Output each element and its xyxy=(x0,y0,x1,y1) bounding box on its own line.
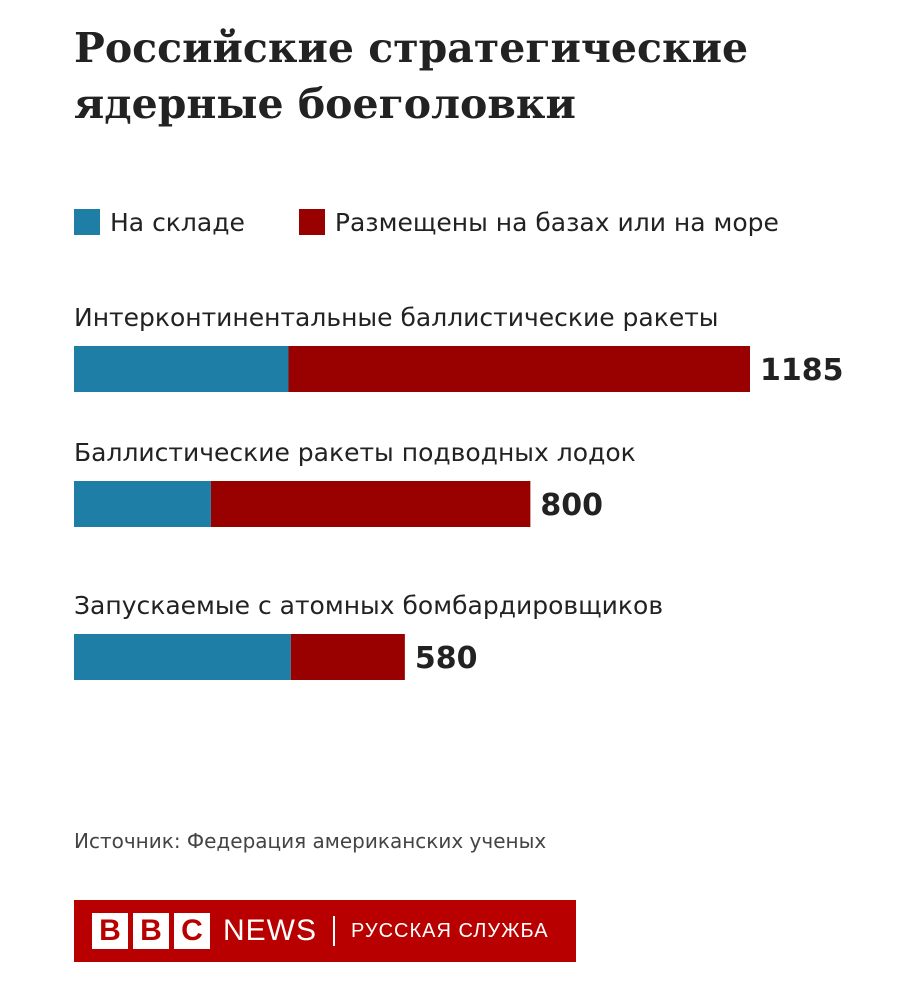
legend-swatch-stock xyxy=(74,209,100,235)
chart-title: Российские стратегические ядерные боегол… xyxy=(74,24,749,128)
source-note: Источник: Федерация американских ученых xyxy=(74,829,547,853)
bar-segment-deployed xyxy=(210,481,531,527)
bar-segment-stock xyxy=(74,481,211,527)
value-label: 800 xyxy=(540,488,603,523)
category-label: Баллистические ракеты подводных лодок xyxy=(74,438,636,467)
bar-segment-deployed xyxy=(290,634,405,680)
legend-item-stock: На складе xyxy=(74,208,245,237)
logo-service: РУССКАЯ СЛУЖБА xyxy=(351,919,549,942)
legend-swatch-deployed xyxy=(298,209,325,235)
category-label: Интерконтинентальные баллистические раке… xyxy=(74,303,719,332)
bar-segment-stock xyxy=(74,346,289,392)
value-label: 1185 xyxy=(760,353,844,388)
bbc-block-b2: B xyxy=(133,913,169,949)
legend-item-deployed: Размещены на базах или на море xyxy=(298,207,779,237)
bbc-russian-logo: B B C NEWS РУССКАЯ СЛУЖБА xyxy=(74,900,576,962)
legend-label-stock: На складе xyxy=(110,207,245,237)
legend-label-deployed: Размещены на базах или на море xyxy=(334,207,779,237)
category-label: Запускаемые с атомных бомбардировщиков xyxy=(74,591,663,620)
logo-divider xyxy=(333,916,335,946)
legend: На складе Размещены на базах или на море xyxy=(74,204,833,240)
bar-segment-deployed xyxy=(288,346,750,392)
bbc-blocks: B B C xyxy=(92,913,215,949)
bbc-block-c: C xyxy=(174,913,210,949)
bbc-block-b1: B xyxy=(92,913,128,949)
logo-news: NEWS xyxy=(223,914,317,947)
value-label: 580 xyxy=(415,641,478,676)
bar-segment-stock xyxy=(74,634,291,680)
